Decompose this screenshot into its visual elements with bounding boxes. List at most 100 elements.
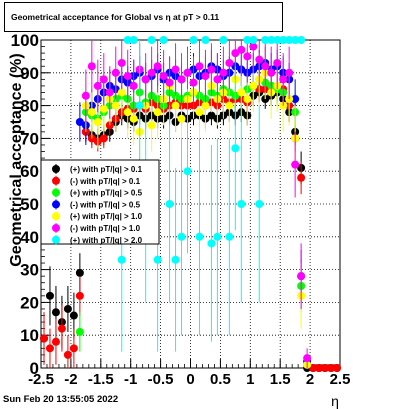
data-point	[273, 58, 282, 67]
data-point	[315, 364, 324, 372]
data-point	[171, 255, 180, 264]
data-point	[75, 291, 84, 300]
data-point	[129, 81, 138, 90]
x-tick-label: 0	[186, 371, 194, 388]
data-point	[69, 311, 78, 320]
y-tick-label: 60	[20, 162, 39, 181]
y-tick-label: 30	[20, 261, 39, 280]
chart-title: Geometrical acceptance for Global vs η a…	[11, 12, 220, 22]
timestamp: Sun Feb 20 13:55:05 2022	[3, 394, 119, 405]
data-point	[219, 36, 228, 44]
data-point	[285, 68, 294, 77]
data-point	[69, 344, 78, 353]
data-point	[147, 68, 156, 77]
y-tick-label: 20	[20, 293, 39, 312]
data-point	[327, 364, 336, 372]
x-tick-label: 1	[246, 371, 254, 388]
data-point	[189, 78, 198, 87]
y-tick-label: 70	[20, 129, 39, 148]
data-point	[99, 134, 108, 143]
x-tick-label: 0.5	[210, 371, 231, 388]
x-tick-label: 2	[306, 371, 314, 388]
x-tick-label: -2.5	[28, 371, 54, 388]
data-point	[105, 88, 114, 97]
data-point	[117, 88, 126, 97]
data-point	[249, 81, 258, 90]
data-point	[213, 232, 222, 241]
data-point	[195, 62, 204, 71]
data-point	[279, 36, 288, 44]
data-point	[261, 36, 270, 44]
data-point	[57, 324, 66, 333]
chart-title-box: Geometrical acceptance for Global vs η a…	[4, 2, 283, 32]
data-point	[243, 95, 252, 104]
x-tick-label: -1.5	[88, 371, 114, 388]
data-point	[207, 111, 216, 120]
series	[81, 40, 312, 368]
data-point	[75, 118, 84, 126]
data-point	[243, 52, 252, 61]
y-tick-label: 90	[20, 64, 39, 83]
data-point	[51, 308, 60, 317]
data-point	[111, 68, 120, 77]
data-point	[141, 75, 150, 84]
axes: -2.5 -2 -1.5 -1 -0.5 0 0.5 1 1.5 2 2.5 0 10 20 30 40 50 6…	[11, 31, 351, 388]
data-series	[39, 36, 342, 372]
data-point	[177, 232, 186, 241]
data-point	[261, 62, 270, 71]
data-point	[153, 108, 162, 117]
y-tick-label: 50	[20, 195, 39, 214]
data-point	[225, 58, 234, 67]
data-point	[297, 36, 306, 44]
data-point	[165, 200, 174, 208]
data-point	[195, 232, 204, 241]
data-point	[123, 36, 132, 44]
x-tick-label: -2	[64, 371, 77, 388]
data-point	[99, 104, 108, 113]
data-point	[93, 118, 102, 126]
data-point	[81, 91, 90, 100]
y-tick-label: 80	[20, 97, 39, 116]
data-point	[129, 36, 138, 44]
legend-label: (-) with pT/|q| > 0.1	[70, 177, 141, 186]
data-point	[207, 65, 216, 74]
legend-label: (-) with pT/|q| > 1.0	[70, 224, 141, 233]
data-point	[129, 114, 138, 123]
x-tick-label: -1	[124, 371, 137, 388]
data-point	[273, 36, 282, 44]
data-point	[291, 95, 300, 104]
data-point	[201, 101, 210, 110]
data-point	[309, 364, 318, 372]
data-point	[267, 36, 276, 44]
x-axis-label: η	[331, 393, 339, 409]
data-point	[201, 36, 210, 44]
data-point	[243, 36, 252, 44]
legend-label: (+) with pT/|q| > 1.0	[70, 212, 143, 221]
data-point	[207, 239, 216, 248]
data-point	[147, 36, 156, 44]
legend-label: (-) with pT/|q| > 0.5	[70, 200, 141, 209]
x-tick-label: 1.5	[270, 371, 291, 388]
data-point	[117, 255, 126, 264]
data-point	[249, 36, 258, 44]
data-point	[87, 108, 96, 117]
data-point	[231, 49, 240, 58]
data-point	[171, 65, 180, 74]
data-point	[159, 72, 168, 81]
data-point	[201, 72, 210, 81]
data-point	[285, 36, 294, 44]
data-point	[87, 62, 96, 71]
legend: (+) with pT/|q| > 0.1 (-) with pT/|q| > 0…	[40, 159, 160, 245]
data-point	[267, 68, 276, 77]
x-tick-label: 2.5	[330, 371, 351, 388]
data-point	[165, 78, 174, 87]
data-point	[75, 327, 84, 336]
data-point	[123, 72, 132, 81]
data-point	[183, 68, 192, 77]
data-point	[189, 36, 198, 44]
data-point	[75, 268, 84, 277]
data-point	[99, 75, 108, 84]
data-point	[45, 291, 54, 300]
data-point	[237, 88, 246, 97]
